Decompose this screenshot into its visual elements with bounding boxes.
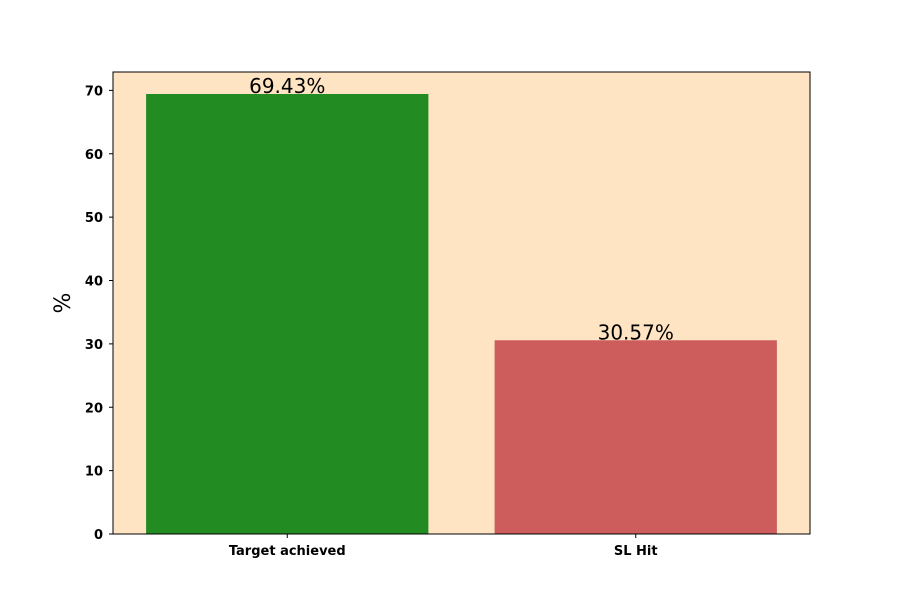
y-tick-label-6: 60	[85, 148, 103, 163]
bar-1	[494, 340, 777, 534]
y-tick-label-2: 20	[85, 401, 103, 416]
data-label-1: 30.57%	[598, 320, 674, 344]
x-tick-label-0: Target achieved	[229, 544, 346, 559]
y-tick-label-7: 70	[85, 84, 103, 99]
data-labels-group: 69.43% 30.57%	[249, 74, 674, 344]
data-label-0: 69.43%	[249, 74, 325, 98]
x-tick-label-1: SL Hit	[614, 544, 658, 559]
y-tick-label-4: 40	[85, 275, 103, 290]
y-tick-label-0: 0	[94, 528, 103, 543]
plot-frame	[112, 71, 811, 535]
y-tick-label-5: 50	[85, 211, 103, 226]
x-axis: Target achieved SL Hit	[229, 534, 658, 559]
y-axis: 0 10 20 30 40 50 60 70	[85, 84, 113, 543]
y-tick-label-1: 10	[85, 465, 103, 480]
y-axis-title: %	[51, 293, 76, 314]
y-tick-label-3: 30	[85, 338, 103, 353]
bars-group	[146, 93, 777, 535]
bar-0	[146, 93, 429, 535]
